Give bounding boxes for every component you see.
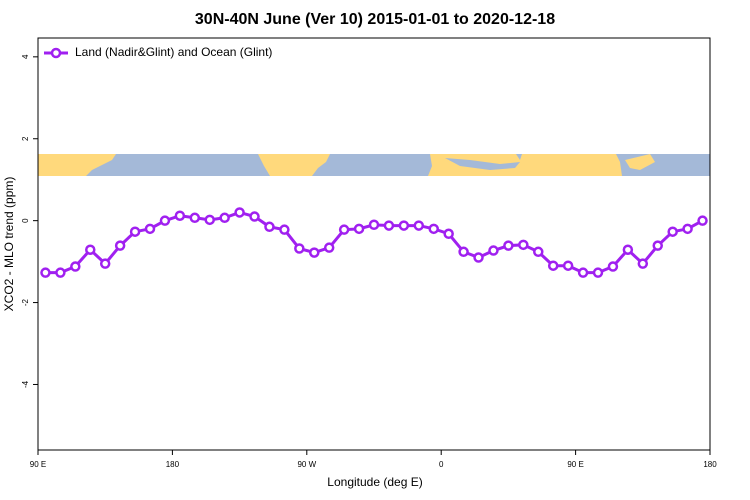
data-point [279, 224, 290, 235]
y-tick-label: -4 [21, 380, 30, 388]
data-point [533, 246, 544, 258]
data-point [547, 260, 559, 271]
data-point [294, 243, 305, 254]
data-point [473, 252, 484, 263]
data-point [443, 228, 454, 240]
plot-frame [37, 37, 711, 451]
x-tick-label: 90 E [30, 460, 46, 469]
x-tick-label: 90 E [567, 460, 583, 469]
data-point [592, 267, 604, 278]
data-point [219, 212, 230, 224]
data-point [55, 267, 66, 278]
data-point [234, 207, 245, 218]
data-point [622, 244, 634, 255]
data-point [323, 242, 335, 253]
data-point [40, 267, 51, 278]
y-tick-label: -2 [21, 298, 30, 306]
data-point [368, 219, 380, 231]
data-point [383, 220, 395, 231]
data-point [607, 261, 619, 272]
y-tick-label: 2 [21, 136, 30, 141]
y-tick-label: 4 [21, 54, 30, 59]
data-point [264, 221, 275, 233]
data-point [697, 215, 708, 226]
data-point [577, 267, 589, 278]
data-point [652, 240, 663, 251]
legend-marker [50, 47, 62, 59]
data-point [129, 226, 141, 237]
data-point [428, 223, 439, 235]
data-point [637, 258, 649, 269]
legend-label: Land (Nadir&Glint) and Ocean (Glint) [75, 45, 272, 59]
map-strip [38, 154, 710, 176]
data-point [249, 211, 260, 222]
data-point [353, 223, 365, 235]
chart-title: 30N-40N June (Ver 10) 2015-01-01 to 2020… [195, 11, 555, 28]
data-point [309, 247, 320, 258]
data-point [682, 223, 693, 235]
x-tick-label: 90 W [297, 460, 316, 469]
data-point [114, 240, 126, 251]
data-point [159, 215, 171, 226]
data-point [398, 220, 410, 231]
data-point [488, 245, 499, 256]
data-point [99, 258, 111, 269]
data-point [413, 220, 425, 231]
y-tick-label: 0 [21, 218, 30, 223]
x-tick-label: 180 [703, 460, 717, 469]
data-point [204, 214, 215, 226]
data-point [85, 244, 96, 255]
x-tick-label: 180 [166, 460, 180, 469]
data-point [338, 224, 350, 235]
data-point [144, 223, 156, 235]
y-axis-label: XCO2 - MLO trend (ppm) [2, 177, 16, 312]
data-point [518, 239, 529, 251]
data-point [562, 260, 574, 271]
data-point [174, 210, 186, 221]
data-point [189, 212, 201, 224]
data-point [667, 226, 678, 237]
x-tick-label: 0 [439, 460, 444, 469]
data-point [70, 261, 81, 272]
data-point [503, 240, 514, 251]
x-axis-label: Longitude (deg E) [327, 475, 422, 489]
data-point [458, 246, 469, 258]
